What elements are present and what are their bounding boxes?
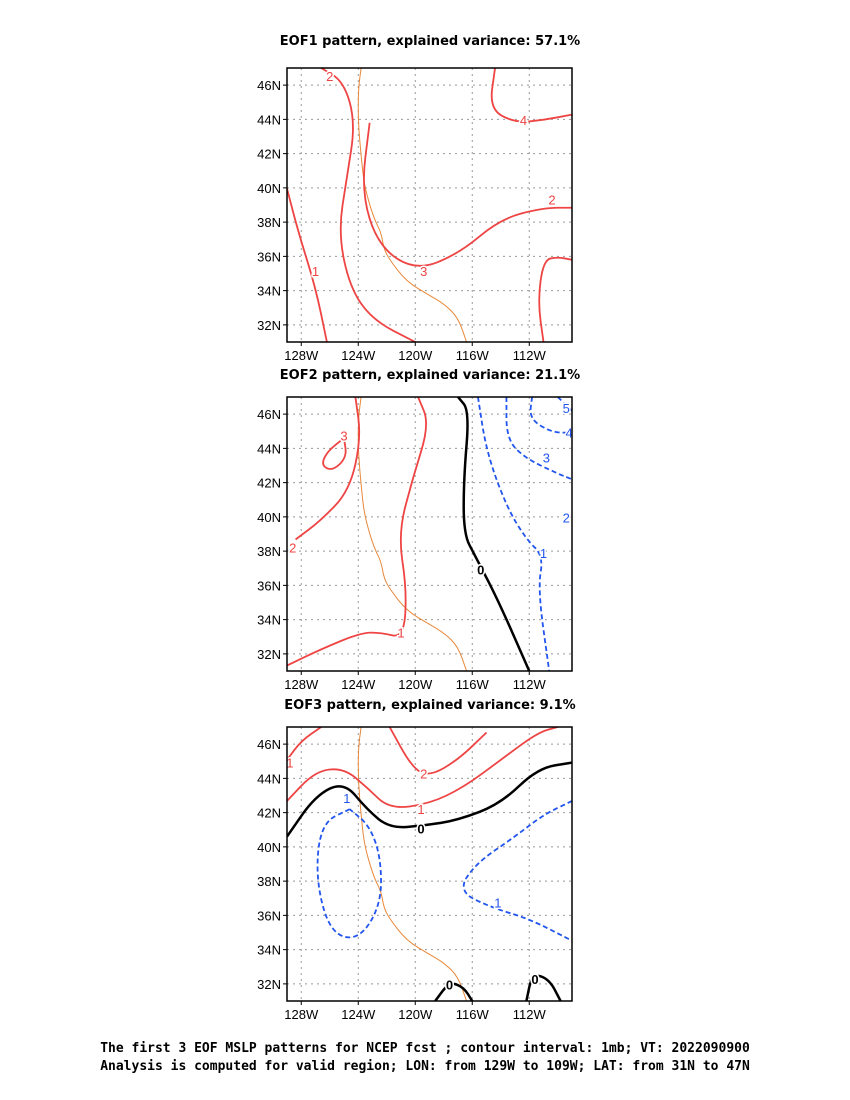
eof1-title: EOF1 pattern, explained variance: 57.1% [279, 34, 581, 49]
figure-caption: The first 3 EOF MSLP patterns for NCEP f… [0, 1040, 850, 1076]
contour-label: 3 [340, 428, 347, 443]
contour-label: 2 [420, 767, 427, 782]
x-tick-label: 124W [341, 1007, 376, 1022]
plot-area [287, 397, 572, 671]
zero-contour-line [457, 397, 531, 671]
plot-frame [286, 396, 573, 672]
y-tick-label: 34N [257, 943, 281, 958]
y-tick-label: 34N [257, 284, 281, 299]
x-tick-label: 112W [513, 1007, 547, 1022]
x-tick-label: 128W [284, 1007, 319, 1022]
coastline [357, 397, 468, 671]
y-tick-label: 46N [257, 78, 281, 93]
contour-label: 2 [563, 511, 570, 526]
y-tick-label: 34N [257, 613, 281, 628]
y-tick-label: 44N [257, 441, 281, 456]
eof3-title: EOF3 pattern, explained variance: 9.1% [284, 698, 576, 713]
negative-contour-line [477, 397, 551, 671]
x-tick-label: 116W [456, 677, 490, 692]
positive-contour-line [287, 727, 558, 808]
contour-label: 0 [477, 563, 484, 578]
eof2-title: EOF2 pattern, explained variance: 21.1% [279, 368, 581, 383]
positive-contour-line [287, 397, 427, 667]
negative-contour-line [505, 397, 572, 481]
plot-area [287, 68, 572, 342]
contour-label: 0 [446, 978, 453, 993]
contour-label: 1 [312, 264, 319, 279]
contour-label: 5 [563, 401, 570, 416]
plot-frame [286, 726, 573, 1002]
eof2-map: 32N 34N 36N 38N 40N 42N 44N 46N 128W 124W 120W 116W… [257, 396, 574, 692]
x-tick-label: 120W [398, 1007, 433, 1022]
positive-contour-line [322, 437, 347, 470]
y-tick-label: 46N [257, 737, 281, 752]
x-tick-label: 124W [341, 677, 376, 692]
eof1-map: 32N 34N 36N 38N 40N 42N 44N 46N 128W 124W 120W 116W… [257, 67, 573, 363]
contour-label: 1 [540, 546, 547, 561]
y-tick-label: 32N [257, 318, 281, 333]
contour-label: 2 [326, 69, 333, 84]
eof3-map: 32N 34N 36N 38N 40N 42N 44N 46N 128W 124W 120W 116W… [257, 726, 573, 1022]
y-tick-label: 44N [257, 112, 281, 127]
contour-label: 2 [548, 193, 555, 208]
y-tick-label: 36N [257, 908, 281, 923]
x-tick-label: 112W [513, 677, 547, 692]
positive-contour-line [490, 68, 572, 123]
plot-frame [286, 67, 573, 343]
y-tick-label: 32N [257, 647, 281, 662]
y-tick-label: 42N [257, 147, 281, 162]
y-tick-label: 42N [257, 806, 281, 821]
contour-label: 1 [494, 895, 501, 910]
positive-contour-line [363, 122, 572, 267]
positive-contour-line [287, 188, 328, 342]
plot-area [287, 727, 572, 1001]
y-tick-label: 40N [257, 840, 281, 855]
y-tick-label: 40N [257, 510, 281, 525]
coastline [357, 68, 468, 342]
y-tick-label: 32N [257, 977, 281, 992]
x-tick-label: 124W [341, 348, 376, 363]
contour-label: 1 [343, 791, 350, 806]
contour-label: 4 [520, 113, 527, 128]
x-tick-label: 112W [513, 348, 547, 363]
contour-label: 1 [417, 802, 424, 817]
y-tick-label: 38N [257, 544, 281, 559]
x-tick-label: 128W [284, 348, 319, 363]
contour-label: 1 [286, 756, 293, 771]
zero-contour-line [434, 982, 474, 1001]
y-tick-label: 36N [257, 578, 281, 593]
positive-contour-line [295, 397, 361, 541]
negative-contour-line [462, 800, 572, 942]
contour-label: 2 [289, 541, 296, 556]
eof-maps: 32N 34N 36N 38N 40N 42N 44N 46N 128W 124W 120W 116W… [257, 67, 574, 1022]
contour-label: 1 [397, 626, 404, 641]
contour-label: 0 [417, 821, 424, 836]
coastline [357, 727, 468, 1001]
caption-line-1: The first 3 EOF MSLP patterns for NCEP f… [100, 1041, 750, 1056]
y-tick-label: 36N [257, 249, 281, 264]
zero-contour-line [525, 974, 562, 1001]
negative-contour-line [529, 397, 572, 434]
contour-label: 4 [566, 426, 573, 441]
y-tick-label: 46N [257, 407, 281, 422]
caption-line-2: Analysis is computed for valid region; L… [100, 1059, 750, 1074]
x-tick-label: 116W [456, 1007, 490, 1022]
positive-contour-line [388, 727, 488, 775]
x-tick-label: 120W [398, 677, 433, 692]
zero-contour-line [287, 761, 572, 838]
x-tick-label: 120W [398, 348, 433, 363]
y-tick-label: 44N [257, 771, 281, 786]
y-tick-label: 38N [257, 874, 281, 889]
contour-label: 3 [420, 264, 427, 279]
y-tick-label: 40N [257, 181, 281, 196]
x-tick-label: 116W [456, 348, 490, 363]
positive-contour-line [538, 256, 572, 342]
contour-label: 0 [531, 972, 538, 987]
y-tick-label: 38N [257, 215, 281, 230]
negative-contour-line [316, 808, 382, 939]
y-tick-label: 42N [257, 476, 281, 491]
positive-contour-line [320, 68, 416, 342]
x-tick-label: 128W [284, 677, 319, 692]
contour-label: 3 [543, 450, 550, 465]
